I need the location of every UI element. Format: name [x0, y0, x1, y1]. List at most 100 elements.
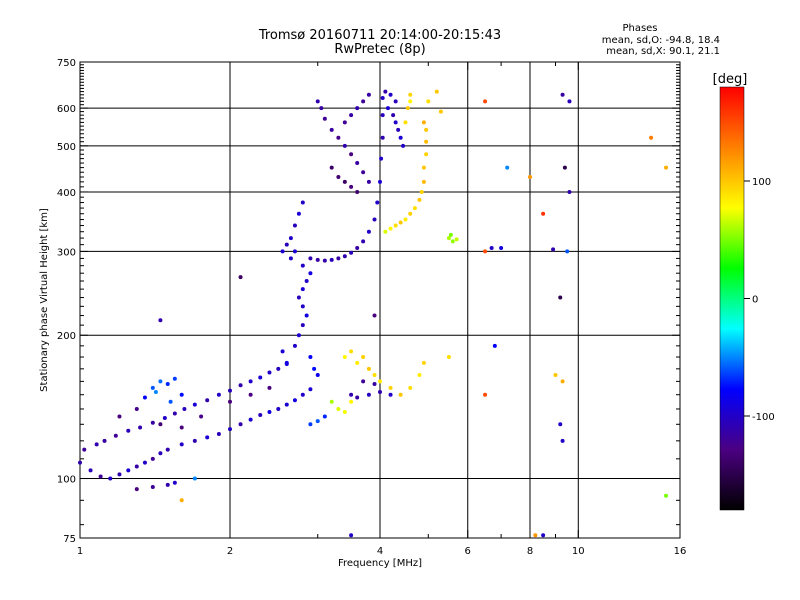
data-point — [102, 438, 107, 443]
data-point — [349, 152, 354, 157]
data-point — [158, 451, 163, 456]
data-point — [205, 398, 210, 403]
data-point — [421, 360, 426, 365]
data-point — [551, 247, 556, 252]
data-point — [398, 135, 403, 140]
data-point — [300, 287, 305, 292]
data-point — [417, 373, 422, 378]
data-point — [567, 189, 572, 194]
axis-ticks: 1 2 4 6 8 10 16 75 100 200 300 400 500 600 750 — [57, 58, 686, 557]
data-point — [158, 422, 163, 427]
colorbar-tick-label: 0 — [752, 295, 758, 306]
data-point — [276, 406, 281, 411]
data-point — [312, 366, 317, 371]
data-point — [421, 165, 426, 170]
plot-area: 1 2 4 6 8 10 16 75 100 200 300 400 500 600 750 — [57, 58, 686, 557]
data-point — [560, 438, 565, 443]
data-point — [388, 92, 393, 97]
data-point — [372, 373, 377, 378]
data-point — [308, 355, 313, 360]
y-tick-label: 100 — [57, 475, 76, 486]
data-point — [162, 416, 167, 421]
data-point — [192, 438, 197, 443]
data-point — [216, 392, 221, 397]
data-point — [179, 425, 184, 430]
data-point — [398, 392, 403, 397]
x-tick-label: 8 — [527, 546, 533, 557]
data-point — [562, 165, 567, 170]
data-point — [349, 399, 354, 404]
stats-x-line: mean, sd,X: 90.1, 21.1 — [606, 46, 720, 57]
data-point — [134, 487, 139, 492]
data-point — [113, 433, 118, 438]
data-point — [296, 211, 301, 216]
data-point — [483, 249, 488, 254]
data-point — [349, 113, 354, 118]
data-point — [405, 106, 410, 111]
stats-header: Phases — [622, 23, 657, 34]
data-point — [258, 375, 263, 380]
data-point — [499, 246, 504, 251]
data-point — [319, 106, 324, 111]
data-point — [408, 92, 413, 97]
data-point — [393, 223, 398, 228]
x-axis-label: Frequency [MHz] — [338, 558, 422, 569]
data-point — [434, 89, 439, 94]
data-point — [560, 92, 565, 97]
data-point — [88, 468, 93, 473]
data-point — [292, 398, 297, 403]
data-point — [393, 99, 398, 104]
data-point — [450, 239, 455, 244]
data-point — [342, 143, 347, 148]
data-point — [355, 161, 360, 166]
data-point — [308, 256, 313, 261]
data-point — [366, 392, 371, 397]
data-point — [393, 120, 398, 125]
data-point — [292, 249, 297, 254]
data-point — [300, 323, 305, 328]
data-point — [179, 498, 184, 503]
data-point — [150, 456, 155, 461]
data-point — [82, 447, 87, 452]
data-point — [355, 189, 360, 194]
colorbar-label: [deg] — [713, 72, 748, 87]
data-point — [205, 435, 210, 440]
data-point — [355, 360, 360, 365]
x-tick-label: 16 — [674, 546, 687, 557]
data-point — [296, 295, 301, 300]
data-point — [349, 250, 354, 255]
data-point — [483, 99, 488, 104]
data-point — [342, 409, 347, 414]
data-point — [168, 399, 173, 404]
colorbar-tick-label: 100 — [752, 177, 771, 188]
data-point — [379, 156, 384, 161]
data-point — [533, 533, 538, 538]
data-point — [366, 179, 371, 184]
data-point — [78, 460, 82, 465]
x-tick-label: 10 — [572, 546, 585, 557]
data-point — [483, 392, 488, 397]
data-point — [446, 236, 451, 241]
data-point — [300, 200, 305, 205]
data-point — [403, 217, 408, 222]
data-point — [361, 239, 366, 244]
data-point — [401, 143, 406, 148]
data-point — [248, 379, 253, 384]
data-point — [228, 388, 232, 393]
data-point — [361, 99, 366, 104]
data-point — [138, 425, 143, 430]
data-point — [355, 395, 360, 400]
data-point — [383, 229, 388, 234]
data-point — [541, 533, 546, 538]
data-point — [336, 135, 341, 140]
data-point — [366, 92, 371, 97]
data-point — [172, 411, 177, 416]
data-point — [417, 197, 422, 202]
data-point — [385, 106, 390, 111]
data-point — [419, 189, 424, 194]
data-point — [179, 442, 184, 447]
data-point — [126, 468, 131, 473]
data-point — [182, 406, 187, 411]
data-point — [322, 414, 327, 419]
data-point — [567, 99, 572, 104]
